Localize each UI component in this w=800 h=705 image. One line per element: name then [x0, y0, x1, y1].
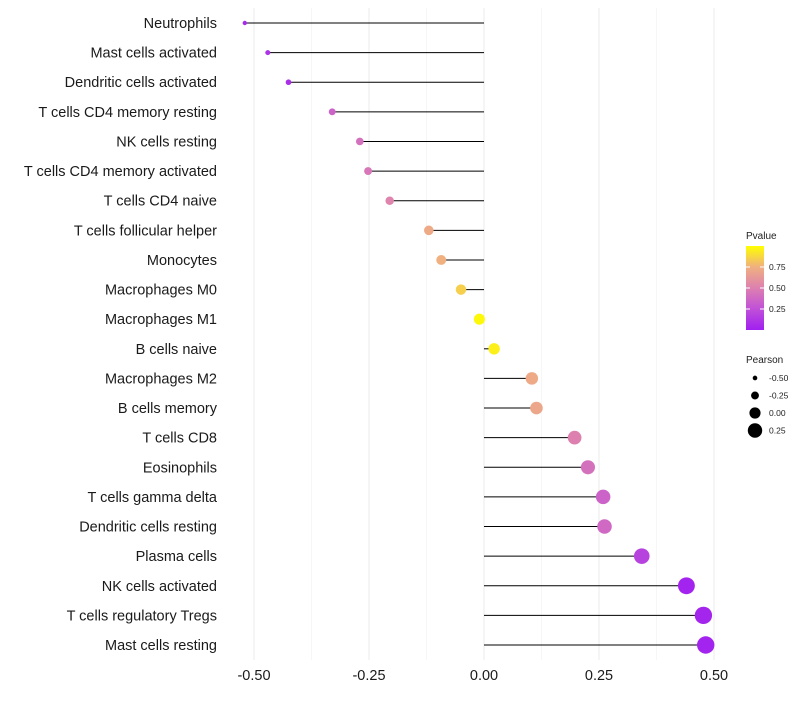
- lollipop-point: [424, 225, 434, 236]
- pearson-size-key: [751, 391, 759, 400]
- pvalue-colorbar-ticks: 0.75 0.50 0.25: [746, 262, 786, 314]
- lollipop-point: [580, 460, 596, 475]
- lollipop-point: [364, 167, 373, 176]
- y-tick-label: Macrophages M2: [105, 371, 217, 387]
- pearson-legend-title: Pearson: [746, 355, 783, 366]
- lollipop-point: [473, 313, 485, 325]
- lollipop-point: [567, 430, 582, 445]
- x-tick-label: 0.25: [585, 668, 613, 684]
- point-layer: [242, 20, 715, 654]
- pearson-size-key: [747, 423, 763, 438]
- pearson-size-label: 0.25: [769, 426, 786, 436]
- lollipop-point: [488, 343, 500, 355]
- y-tick-label: T cells follicular helper: [74, 223, 217, 239]
- lollipop-point: [242, 20, 247, 26]
- lollipop-point: [633, 548, 650, 564]
- y-tick-label: Monocytes: [147, 253, 217, 269]
- y-tick-label: T cells CD4 memory activated: [24, 164, 217, 180]
- grid-layer: [253, 8, 715, 660]
- pvalue-colorbar: [746, 246, 764, 330]
- y-tick-label: T cells regulatory Tregs: [67, 608, 217, 624]
- lollipop-point: [436, 254, 447, 265]
- lollipop-point: [595, 489, 611, 505]
- lollipop-point: [697, 636, 715, 654]
- y-tick-label: NK cells resting: [116, 134, 217, 150]
- lollipop-point: [694, 606, 713, 625]
- y-tick-label: Macrophages M1: [105, 312, 217, 328]
- lollipop-point: [530, 401, 543, 415]
- y-tick-label: Neutrophils: [144, 16, 217, 32]
- y-tick-label: Eosinophils: [143, 460, 217, 476]
- y-tick-label: B cells memory: [118, 401, 218, 417]
- y-tick-label: B cells naive: [136, 342, 217, 358]
- x-tick-label: 0.00: [470, 668, 498, 684]
- x-tick-label: -0.50: [237, 668, 270, 684]
- pearson-size-keys: -0.50 -0.25 0.00 0.25: [747, 373, 789, 438]
- pearson-size-label: 0.00: [769, 408, 786, 418]
- lollipop-point: [285, 79, 292, 86]
- y-tick-label: Mast cells resting: [105, 638, 217, 654]
- pearson-size-label: -0.50: [769, 373, 789, 383]
- lollipop-point: [328, 108, 336, 116]
- y-tick-label: Macrophages M0: [105, 283, 217, 299]
- colorbar-tick-label: 0.50: [769, 283, 786, 293]
- y-tick-label: NK cells activated: [102, 579, 217, 595]
- pearson-size-label: -0.25: [769, 391, 789, 401]
- lollipop-point: [265, 50, 271, 56]
- y-tick-label: T cells gamma delta: [88, 490, 218, 506]
- pearson-size-key: [749, 407, 761, 419]
- y-tick-label: T cells CD4 naive: [104, 194, 217, 210]
- lollipop-point: [455, 284, 467, 295]
- lollipop-point: [677, 577, 695, 595]
- lollipop-point: [385, 196, 394, 205]
- x-tick-labels: -0.50 -0.25 0.00 0.25 0.50: [237, 668, 728, 684]
- pearson-size-key: [752, 375, 758, 381]
- y-tick-label: Plasma cells: [136, 549, 217, 565]
- stem-layer: [244, 22, 706, 646]
- y-tick-labels: Neutrophils Mast cells activated Dendritic…: [24, 16, 218, 654]
- y-tick-label: T cells CD4 memory resting: [38, 105, 217, 121]
- colorbar-tick-label: 0.25: [769, 304, 786, 314]
- x-tick-label: -0.25: [352, 668, 385, 684]
- y-tick-label: Mast cells activated: [90, 46, 217, 62]
- lollipop-point: [597, 519, 612, 534]
- y-tick-label: Dendritic cells resting: [79, 520, 217, 536]
- legends: Pvalue 0.75 0.50 0.25 Pearson -0.50 -0.25 0.…: [746, 231, 789, 438]
- lollipop-point: [525, 372, 539, 385]
- x-tick-label: 0.50: [700, 668, 728, 684]
- colorbar-tick-label: 0.75: [769, 262, 786, 272]
- y-tick-label: T cells CD8: [142, 431, 217, 447]
- pvalue-legend-title: Pvalue: [746, 231, 777, 242]
- y-tick-label: Dendritic cells activated: [65, 75, 217, 91]
- lollipop-point: [355, 137, 364, 146]
